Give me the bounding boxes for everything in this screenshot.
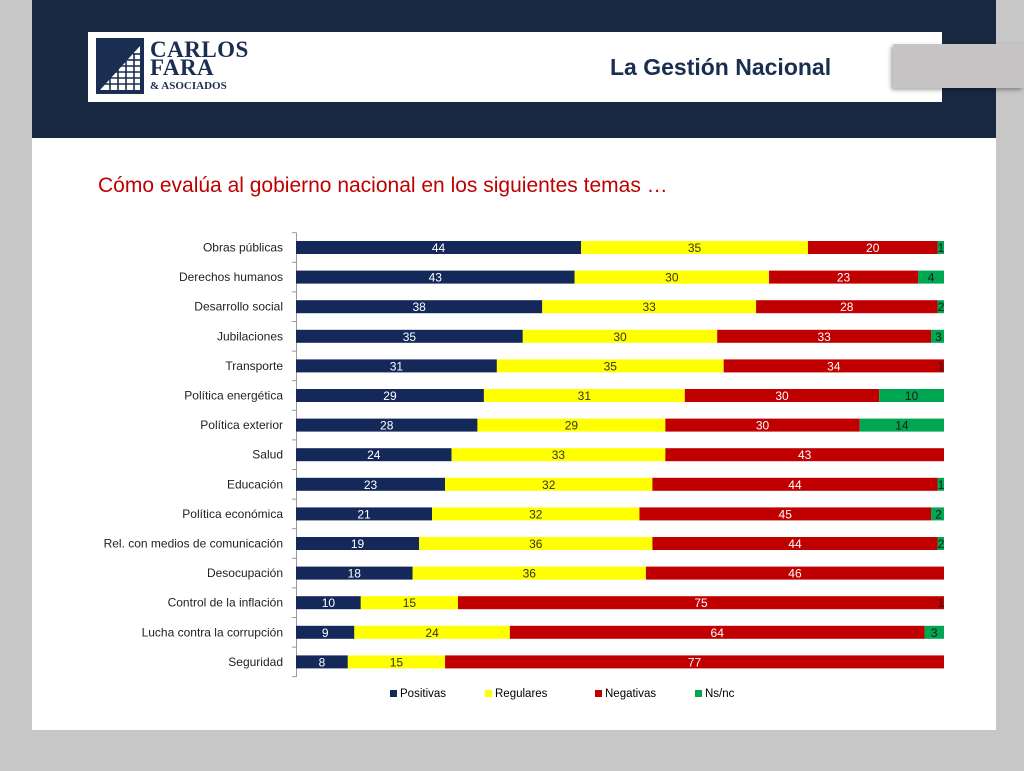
logo-text-line1: CARLOS	[150, 37, 249, 62]
title-box	[88, 32, 942, 102]
legend-label: Regulares	[495, 688, 548, 700]
chart-legend: Positivas Regulares Negativas Ns/nc	[390, 686, 790, 702]
section-title: La Gestión Nacional	[610, 54, 832, 80]
legend-swatch	[595, 690, 602, 697]
legend-label: Negativas	[605, 688, 657, 700]
logo-text-line3: & ASOCIADOS	[150, 80, 227, 92]
logo-mark-icon	[96, 38, 144, 94]
slide-tab	[893, 44, 1024, 88]
legend-swatch	[485, 690, 492, 697]
chart-question: Cómo evalúa al gobierno nacional en los …	[98, 174, 668, 197]
company-logo: CARLOS FARA & ASOCIADOS	[96, 38, 256, 96]
legend-label: Ns/nc	[705, 688, 735, 700]
logo-text-line2: FARA	[150, 55, 215, 80]
legend-swatch	[695, 690, 702, 697]
legend-swatch	[390, 690, 397, 697]
legend-label: Positivas	[400, 688, 447, 700]
